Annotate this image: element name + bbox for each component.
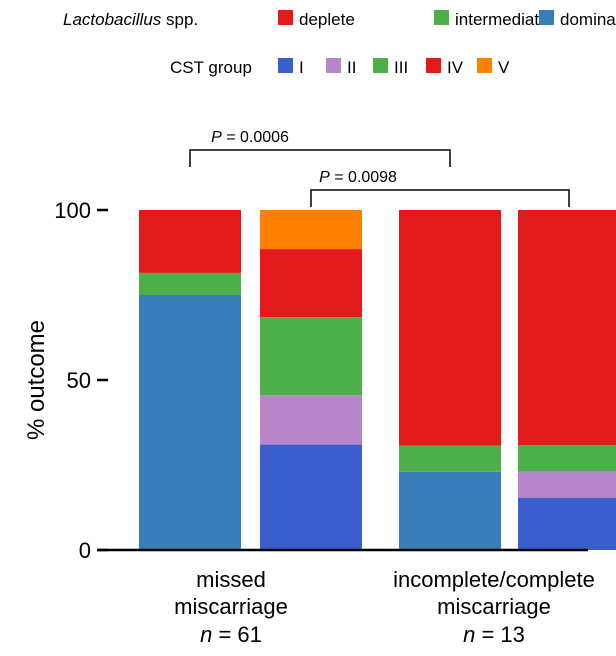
group-0-label-line1: missed	[196, 567, 266, 592]
legend-lactobacillus: Lactobacillus spp. deplete intermediate do…	[63, 10, 616, 29]
legend-lactobacillus-title-rest: spp.	[161, 10, 198, 29]
bar-3-segment-II	[518, 471, 616, 498]
legend-swatch-cst-I	[278, 58, 293, 73]
group-1-n-label: n = 13	[463, 622, 525, 647]
y-tick-label-50: 50	[67, 368, 91, 393]
bar-1-segment-II	[260, 395, 362, 445]
legend-label-cst-II: II	[347, 58, 356, 77]
bar-1-segment-I	[260, 444, 362, 550]
legend-swatch-cst-IV	[426, 58, 441, 73]
legend-label-deplete: deplete	[299, 10, 355, 29]
group-0-label-line2: miscarriage	[174, 594, 288, 619]
group-1-n-suffix: = 13	[475, 622, 525, 647]
bar-3-segment-III	[518, 445, 616, 472]
bar-2-segment-deplete	[399, 210, 501, 446]
legend-cst-group: CST group I II III IV V	[170, 58, 510, 77]
legend-swatch-intermediate	[434, 10, 449, 25]
y-axis: 0 50 100	[54, 198, 108, 563]
legend-swatch-cst-V	[477, 58, 492, 73]
bar-2-segment-intermediate	[399, 445, 501, 472]
group-labels: missed miscarriage n = 61 incomplete/com…	[174, 567, 595, 647]
bar-1-segment-V	[260, 210, 362, 250]
y-axis-title: % outcome	[23, 320, 50, 440]
group-1-label-line1: incomplete/complete	[393, 567, 595, 592]
bar-0-segment-dominant	[139, 295, 241, 550]
p-value-label-0: P = 0.0006	[211, 129, 289, 146]
significance-bracket-1	[310, 189, 570, 207]
bar-0-segment-deplete	[139, 210, 241, 273]
group-0-n-label: n = 61	[200, 622, 262, 647]
bar-3-segment-I	[518, 497, 616, 550]
bar-0-segment-intermediate	[139, 272, 241, 295]
legend-label-cst-III: III	[394, 58, 408, 77]
bar-1-segment-IV	[260, 249, 362, 318]
significance-brackets: P = 0.0006 P = 0.0098	[189, 129, 570, 207]
legend-label-cst-IV: IV	[447, 58, 464, 77]
legend-swatch-dominant	[539, 10, 554, 25]
legend-lactobacillus-title: Lactobacillus spp.	[63, 10, 198, 29]
group-0-n-prefix: n	[200, 622, 212, 647]
significance-bracket-0	[189, 149, 451, 167]
legend-label-cst-V: V	[498, 58, 510, 77]
bar-2-segment-dominant	[399, 471, 501, 550]
bar-1-segment-III	[260, 317, 362, 396]
legend-lactobacillus-title-italic: Lactobacillus	[63, 10, 162, 29]
group-0-n-suffix: = 61	[212, 622, 262, 647]
y-tick-label-0: 0	[79, 538, 91, 563]
legend-label-cst-I: I	[299, 58, 304, 77]
y-tick-label-100: 100	[54, 198, 91, 223]
bars	[139, 210, 616, 550]
group-1-label-line2: miscarriage	[437, 594, 551, 619]
legend-swatch-cst-III	[373, 58, 388, 73]
group-1-n-prefix: n	[463, 622, 475, 647]
legend-swatch-cst-II	[326, 58, 341, 73]
p-value-label-1: P = 0.0098	[319, 169, 397, 186]
legend-cst-group-title: CST group	[170, 58, 252, 77]
legend-label-intermediate: intermediate	[455, 10, 549, 29]
bar-3-segment-IV	[518, 210, 616, 446]
legend-label-dominant: dominant	[560, 10, 616, 29]
legend-swatch-deplete	[278, 10, 293, 25]
